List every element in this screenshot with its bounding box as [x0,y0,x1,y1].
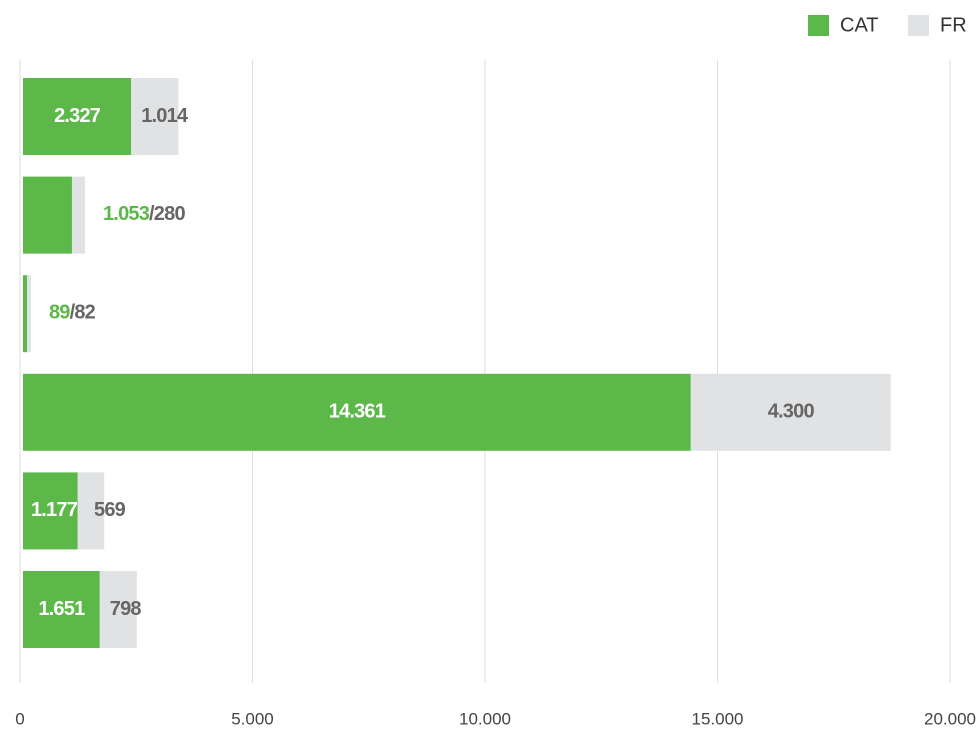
legend-label: CAT [840,14,879,36]
value-label: 1.177 [31,499,78,521]
value-label: 4.300 [768,401,815,423]
bar-segment [690,373,891,451]
bar-segment [23,78,132,155]
bar-segment [99,571,137,648]
legend-swatch [808,15,829,36]
x-tick-label: 20.000 [924,709,976,728]
value-label: 14.361 [329,401,386,423]
value-label: 569 [94,499,126,521]
value-label: 2.327 [54,105,101,127]
bar-segment [23,472,78,550]
value-label: 798 [110,598,142,620]
legend-swatch [908,15,929,36]
value-label: 1.014 [141,105,189,127]
x-tick-label: 15.000 [692,709,744,728]
value-label-fr: /280 [149,203,185,225]
bar-segment [27,275,31,353]
x-tick-label: 5.000 [231,709,274,728]
value-label-cat: 89 [49,302,70,324]
bar-segment [23,275,28,353]
value-label: 89/82 [49,302,96,324]
value-label-cat: 1.053 [103,203,150,225]
bar-segment [23,373,691,451]
bar-segment [23,176,72,254]
legend-label: FR [940,14,967,36]
bar-segment [77,472,105,550]
x-tick-label: 0 [15,709,24,728]
value-label-fr: /82 [70,302,96,324]
bar-segment [71,176,85,254]
bar-segment [23,571,100,648]
value-label: 1.651 [38,598,85,620]
x-tick-label: 10.000 [459,709,511,728]
value-label: 1.053/280 [103,203,185,225]
bar-segment [131,78,179,155]
